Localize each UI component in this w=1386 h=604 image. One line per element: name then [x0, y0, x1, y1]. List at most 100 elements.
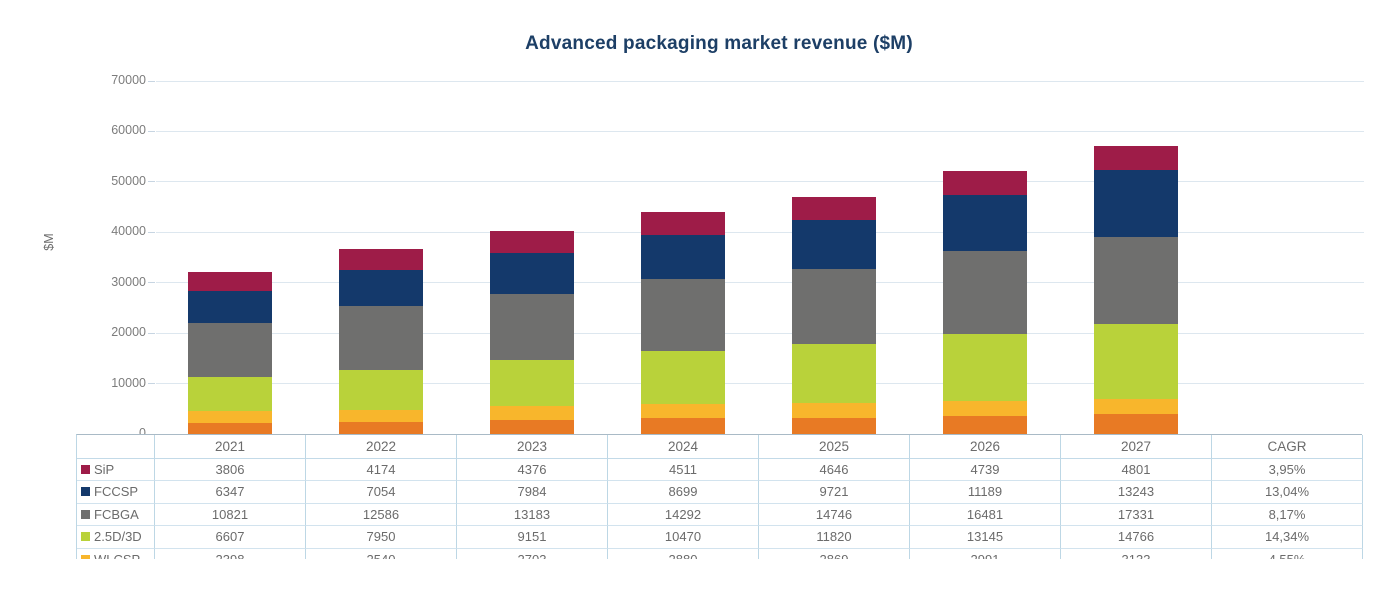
legend-swatch — [81, 487, 90, 497]
value-cell: 6347 — [155, 481, 306, 504]
value-cell: 10821 — [155, 503, 306, 526]
y-axis-tick — [148, 282, 155, 284]
bar-segment-2-5d-3d — [489, 360, 574, 407]
y-tick-label: 30000 — [111, 274, 146, 289]
bar-segment-unlabeled-row-cut-off- — [489, 419, 574, 434]
bar-segment-fccsp — [942, 194, 1027, 252]
value-cell: 13243 — [1061, 481, 1212, 504]
legend-label: FCBGA — [94, 506, 139, 522]
legend-label: 2.5D/3D — [94, 529, 142, 545]
y-axis-tick — [148, 80, 155, 82]
row-label-fcbga: FCBGA — [77, 503, 155, 526]
data-table: 2021 2022 2023 2024 2025 2026 2027 CAGR SiP 3806 4… — [76, 434, 1363, 559]
legend-swatch — [81, 509, 90, 519]
year-header-cell: 2024 — [608, 435, 759, 459]
value-cell: 16481 — [910, 503, 1061, 526]
y-tick-label: 10000 — [111, 375, 146, 390]
bar-segment-sip — [187, 271, 272, 291]
value-cell: 7984 — [457, 481, 608, 504]
bar-segment-fcbga — [187, 322, 272, 378]
value-cell: 9151 — [457, 526, 608, 549]
y-axis-tick — [148, 383, 155, 385]
cagr-cell: 4,55% — [1212, 548, 1363, 559]
year-header-cell: 2026 — [910, 435, 1061, 459]
bar-segment-wlcsp — [1093, 398, 1178, 415]
bar-segment-sip — [791, 196, 876, 221]
year-header-cell: 2023 — [457, 435, 608, 459]
gridline — [156, 231, 1364, 233]
bar-segment-fccsp — [187, 290, 272, 323]
bar-segment-fcbga — [489, 293, 574, 361]
y-axis-tick — [148, 231, 155, 233]
value-cell: 2703 — [457, 548, 608, 559]
bar-segment-unlabeled-row-cut-off- — [791, 417, 876, 434]
bar-segment-2-5d-3d — [338, 369, 423, 410]
value-cell: 12586 — [306, 503, 457, 526]
bar-segment-fccsp — [791, 220, 876, 270]
y-tick-label: 0 — [139, 426, 146, 440]
value-cell: 2398 — [155, 548, 306, 559]
value-cell: 4739 — [910, 458, 1061, 481]
value-cell: 4376 — [457, 458, 608, 481]
bar-segment-fcbga — [1093, 236, 1178, 325]
legend-label: WLCSP — [94, 552, 140, 559]
bar-segment-wlcsp — [791, 403, 876, 418]
bar-segment-fcbga — [640, 278, 725, 351]
year-header-cell: 2022 — [306, 435, 457, 459]
bar-segment-fccsp — [640, 234, 725, 279]
y-tick-label: 20000 — [111, 325, 146, 340]
legend-label: SiP — [94, 461, 115, 477]
bar-segment-fccsp — [338, 270, 423, 307]
y-axis-tick — [148, 181, 155, 183]
bar-segment-fcbga — [791, 269, 876, 344]
bar-segment-sip — [1093, 145, 1178, 170]
bar-segment-unlabeled-row-cut-off- — [942, 415, 1027, 434]
value-cell: 14292 — [608, 503, 759, 526]
bar-segment-2-5d-3d — [1093, 324, 1178, 399]
legend-swatch — [81, 464, 90, 474]
value-cell: 13145 — [910, 526, 1061, 549]
value-cell: 7054 — [306, 481, 457, 504]
value-cell: 3133 — [1061, 548, 1212, 559]
bar-segment-fccsp — [1093, 169, 1178, 237]
bar-segment-wlcsp — [640, 403, 725, 419]
bar-segment-2-5d-3d — [942, 334, 1027, 401]
value-cell: 17331 — [1061, 503, 1212, 526]
value-cell: 6607 — [155, 526, 306, 549]
chart-title: Advanced packaging market revenue ($M) — [525, 33, 913, 54]
bar-segment-unlabeled-row-cut-off- — [1093, 414, 1178, 434]
y-tick-label: 50000 — [111, 173, 146, 188]
value-cell: 4801 — [1061, 458, 1212, 481]
y-tick-label: 60000 — [111, 123, 146, 138]
gridline — [156, 282, 1364, 284]
gridline — [156, 383, 1364, 385]
bar-segment-fcbga — [338, 306, 423, 370]
bar-segment-sip — [338, 249, 423, 271]
gridline — [156, 332, 1364, 334]
value-cell: 8699 — [608, 481, 759, 504]
value-cell: 4511 — [608, 458, 759, 481]
value-cell: 14766 — [1061, 526, 1212, 549]
cagr-cell: 13,04% — [1212, 481, 1363, 504]
table-corner-cell — [77, 435, 155, 459]
gridline — [156, 181, 1364, 183]
value-cell: 7950 — [306, 526, 457, 549]
bar-segment-unlabeled-row-cut-off- — [338, 422, 423, 434]
row-label-2-5d-3d: 2.5D/3D — [77, 526, 155, 549]
value-cell: 2880 — [608, 548, 759, 559]
bar-segment-wlcsp — [942, 400, 1027, 416]
value-cell: 11189 — [910, 481, 1061, 504]
year-header-cell: 2021 — [155, 435, 306, 459]
gridline — [156, 130, 1364, 132]
bar-segment-unlabeled-row-cut-off- — [640, 418, 725, 434]
row-label-fccsp: FCCSP — [77, 481, 155, 504]
y-axis-tick — [148, 130, 155, 132]
value-cell: 3806 — [155, 458, 306, 481]
bar-segment-2-5d-3d — [187, 377, 272, 411]
bar-segment-sip — [489, 231, 574, 254]
legend-swatch — [81, 532, 90, 542]
value-cell: 10470 — [608, 526, 759, 549]
year-header-cell: 2025 — [759, 435, 910, 459]
bar-segment-2-5d-3d — [791, 343, 876, 404]
